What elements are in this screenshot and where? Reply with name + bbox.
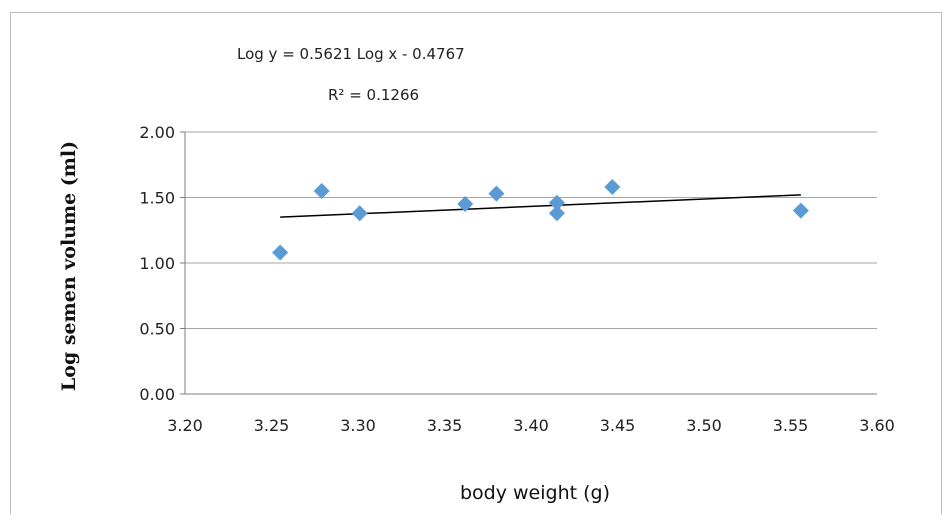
data-point xyxy=(457,196,474,213)
y-tick-label: 0.50 xyxy=(139,320,175,339)
y-tick-labels: 0.00 0.50 1.00 1.50 2.00 xyxy=(139,123,185,404)
gridlines xyxy=(185,131,877,329)
data-point xyxy=(488,185,505,202)
trendline-equation: Log y = 0.5621 Log x - 0.4767 xyxy=(237,45,465,63)
y-tick-label: 1.50 xyxy=(139,189,175,208)
x-axis-title: body weight (g) xyxy=(460,482,610,504)
x-tick-label: 3.25 xyxy=(254,416,290,435)
data-point xyxy=(792,202,809,219)
data-point xyxy=(604,179,621,196)
x-tick-labels: 3.20 3.25 3.30 3.35 3.40 3.45 3.50 3.55 3.60 xyxy=(167,416,895,435)
data-point xyxy=(548,194,565,211)
x-tick-label: 3.55 xyxy=(773,416,809,435)
data-points xyxy=(272,179,809,261)
x-tick-label: 3.30 xyxy=(340,416,376,435)
scatter-chart: 0.00 0.50 1.00 1.50 2.00 3.20 3.25 3.30 3.35 3.4… xyxy=(58,45,895,504)
x-tick-label: 3.60 xyxy=(859,416,895,435)
x-tick-label: 3.35 xyxy=(427,416,463,435)
data-point xyxy=(272,244,289,261)
data-point xyxy=(351,205,368,222)
y-tick-label: 2.00 xyxy=(139,123,175,142)
chart-frame: 0.00 0.50 1.00 1.50 2.00 3.20 3.25 3.30 3.35 3.4… xyxy=(10,12,942,514)
data-point xyxy=(548,205,565,222)
x-tick-label: 3.45 xyxy=(600,416,636,435)
data-point xyxy=(313,182,330,199)
r-squared-label: R² = 0.1266 xyxy=(328,86,419,104)
x-tick-label: 3.50 xyxy=(686,416,722,435)
x-tick-label: 3.20 xyxy=(167,416,203,435)
y-tick-label: 0.00 xyxy=(139,385,175,404)
y-tick-label: 1.00 xyxy=(139,254,175,273)
x-tick-label: 3.40 xyxy=(513,416,549,435)
y-axis-title: Log semen volume (ml) xyxy=(58,141,80,391)
